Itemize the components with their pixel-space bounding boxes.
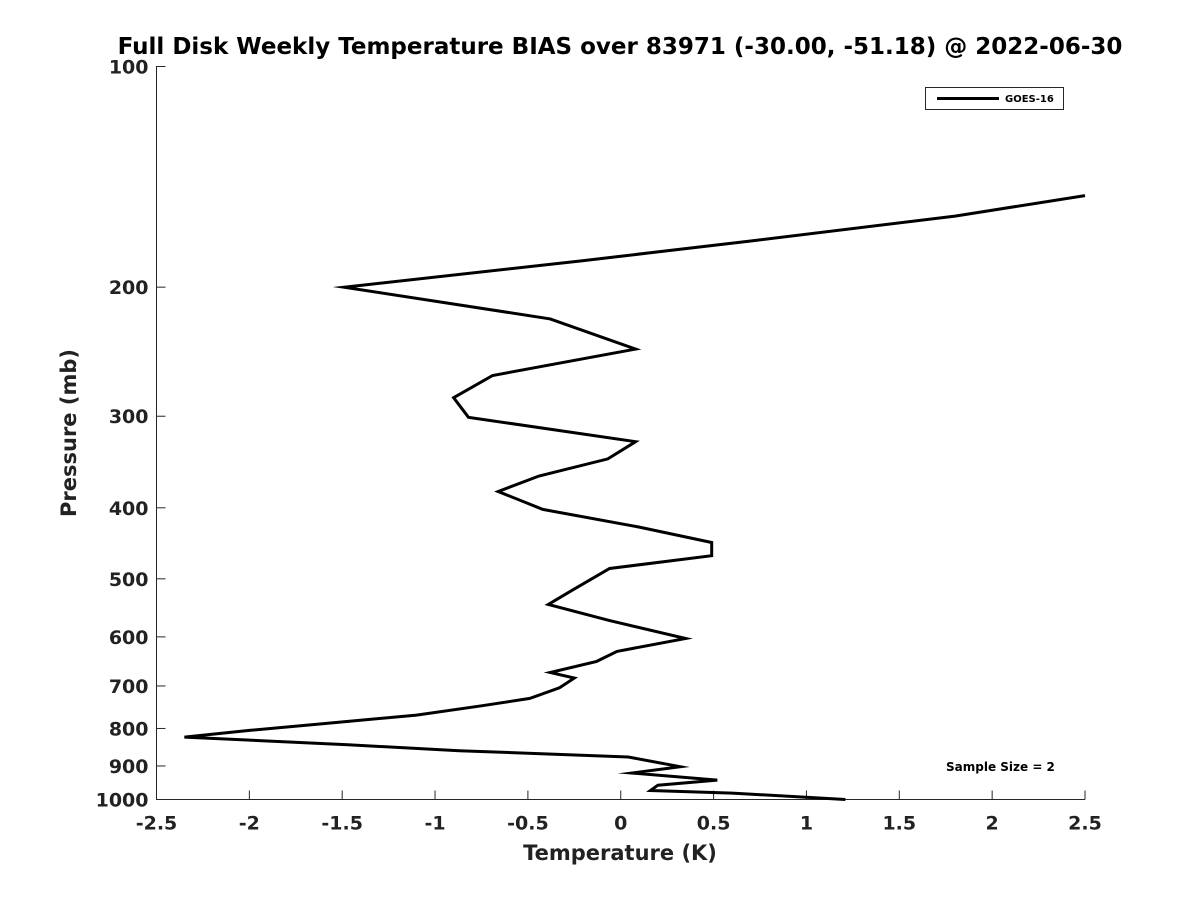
x-tick-label: -2.5 <box>136 813 178 835</box>
y-tick-label: 700 <box>109 676 149 698</box>
series-layer <box>184 194 1086 801</box>
y-axis: 100 200 300 400 500 600 700 800 900 1000 <box>96 57 166 812</box>
x-tick-label: 2 <box>986 813 999 835</box>
x-axis-label: Temperature (K) <box>523 841 717 865</box>
legend-label-goes-16: GOES-16 <box>1005 94 1054 105</box>
y-tick-label: 100 <box>109 57 149 79</box>
x-tick-label: 2.5 <box>1068 813 1102 835</box>
x-tick-label: -1.5 <box>321 813 363 835</box>
y-tick-label: 400 <box>109 498 149 520</box>
y-tick-label: 900 <box>109 756 149 778</box>
y-tick-label: 1000 <box>96 790 149 812</box>
x-tick-label: 0 <box>614 813 627 835</box>
x-tick-label: -2 <box>239 813 260 835</box>
y-tick-label: 600 <box>109 627 149 649</box>
plot-area <box>156 66 1085 800</box>
y-axis-label: Pressure (mb) <box>57 349 81 517</box>
x-tick-label: 1 <box>800 813 813 835</box>
sample-size-annotation: Sample Size = 2 <box>946 760 1055 774</box>
chart-title: Full Disk Weekly Temperature BIAS over 8… <box>118 34 1123 60</box>
series-line-goes-16 <box>184 194 1086 801</box>
y-tick-label: 300 <box>109 406 149 428</box>
x-tick-label: -1 <box>424 813 445 835</box>
legend: GOES-16 <box>925 87 1064 110</box>
y-tick-label: 500 <box>109 569 149 591</box>
x-tick-label: 1.5 <box>882 813 916 835</box>
y-tick-label: 200 <box>109 277 149 299</box>
x-tick-label: -0.5 <box>507 813 549 835</box>
x-tick-label: 0.5 <box>697 813 731 835</box>
x-axis: -2.5 -2 -1.5 -1 -0.5 0 0.5 1 1.5 2 2.5 <box>136 790 1102 835</box>
y-tick-label: 800 <box>109 718 149 740</box>
